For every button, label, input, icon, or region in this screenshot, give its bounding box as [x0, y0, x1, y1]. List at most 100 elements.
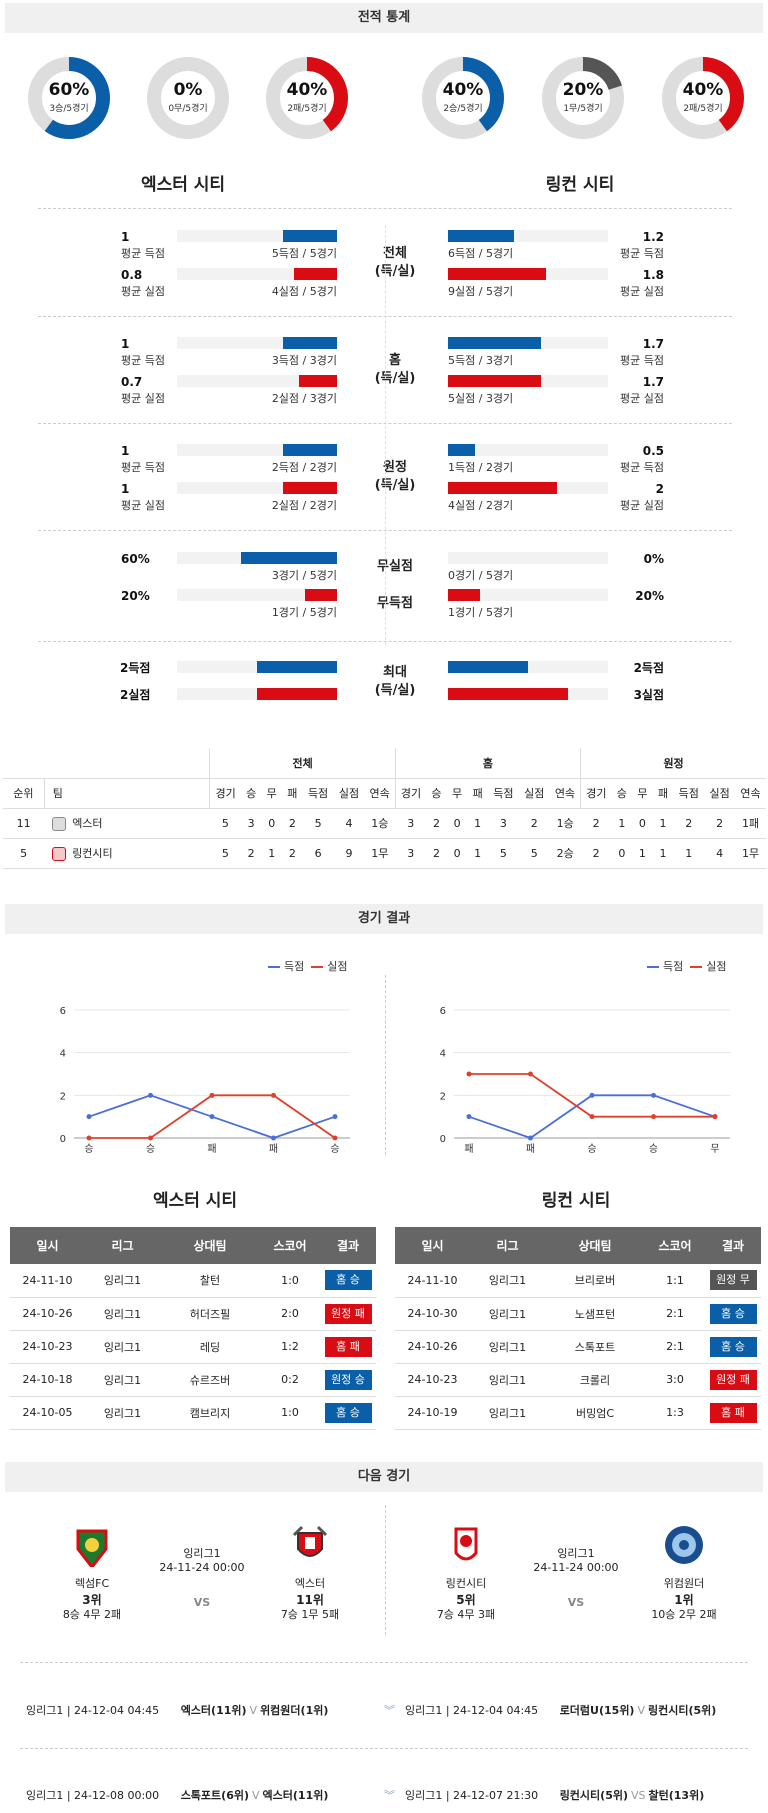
standings-value: 6 — [302, 838, 334, 869]
result-row: 24-10-26 잉리그1 스톡포트 2:1 홈 승 — [395, 1330, 761, 1364]
standings-value: 1승 — [549, 808, 581, 839]
result-date: 24-11-10 — [10, 1264, 85, 1298]
home-stat-bar — [283, 444, 337, 456]
conceded-point — [651, 1114, 656, 1120]
away-stat-detail: 9실점 / 5경기 — [448, 285, 514, 298]
results-section-title: 경기 결과 — [5, 904, 763, 934]
result-date: 24-10-05 — [10, 1396, 85, 1430]
stat-group-sublabel: (득/실) — [374, 478, 416, 493]
donut-arc — [422, 57, 504, 139]
next-team1-record: 7승 4무 3패 — [436, 1608, 496, 1621]
results-col-header: 리그 — [470, 1227, 545, 1264]
result-score: 2:1 — [645, 1330, 705, 1364]
standings-group-header: 홈 — [395, 748, 582, 779]
result-row: 24-10-05 잉리그1 캠브리지 1:0 홈 승 — [10, 1396, 376, 1430]
away-stat-label: 평균 실점 — [620, 499, 664, 512]
result-badge: 홈 승 — [709, 1336, 757, 1357]
standings-value: 1 — [467, 808, 488, 839]
home-donut-2: 40% 2패/5경기 — [265, 56, 349, 140]
away-max-score: 2득점 — [633, 661, 664, 675]
standings-value: 1무 — [735, 838, 766, 869]
standings-value: 2승 — [549, 838, 581, 869]
next-league: 잉리그1 — [557, 1547, 595, 1560]
home-stat-value: 1 — [121, 482, 130, 496]
away-results-chart: 6 4 2 0 패 패 승 승 무 — [440, 1006, 730, 1155]
upcoming-team-b: 찰턴(13위) — [648, 1789, 705, 1802]
donut-percent: 40% — [442, 80, 484, 100]
legend-scored-swatch — [647, 966, 659, 968]
result-score: 1:3 — [645, 1396, 705, 1430]
upcoming-match[interactable]: 잉리그1 | 24-12-08 00:00 스톡포트(6위) V 엑스터(11위) — [26, 1787, 328, 1803]
upcoming-match[interactable]: 잉리그1 | 24-12-04 04:45 로더럼U(15위) V 링컨시티(5위)… — [384, 1702, 716, 1718]
standings-col-header: 무 — [261, 778, 283, 809]
standings-col-header: 승 — [426, 778, 447, 809]
standings-row: 5 링컨시티 5 2 1 2 6 9 1무 3 2 0 1 5 5 2승 2 0 1 1 1 4 1무 — [3, 838, 766, 869]
standings-group-header: 전체 — [209, 748, 396, 779]
away-stat-value: 2 — [655, 482, 664, 496]
conceded-point — [86, 1135, 92, 1141]
upcoming-team-b: 엑스터(11위) — [262, 1789, 329, 1802]
team-name: 링컨시티 — [72, 847, 113, 860]
home-results-table: 일시 리그 상대팀 스코어 결과 24-11-10 잉리그1 찰턴 1:0 홈 승 24-10-26… — [10, 1227, 376, 1430]
result-date: 24-10-26 — [395, 1330, 470, 1364]
result-row: 24-10-30 잉리그1 노샘프턴 2:1 홈 승 — [395, 1297, 761, 1331]
scored-point — [466, 1114, 472, 1120]
home-stat-value: 0.8 — [121, 268, 143, 282]
legend-scored: 득점 — [663, 960, 684, 973]
home-stat-label: 평균 득점 — [121, 247, 165, 260]
donut-arc — [28, 57, 110, 139]
upcoming-match[interactable]: 잉리그1 | 24-12-07 21:30 링컨시티(5위) VS 찰턴(13위) ︾ — [384, 1787, 705, 1803]
away-stat-bar — [448, 337, 541, 349]
result-badge: 홈 승 — [324, 1402, 372, 1423]
home-team-name: 엑스터 시티 — [140, 175, 226, 195]
result-badge: 원정 승 — [324, 1369, 372, 1390]
scored-point — [148, 1092, 153, 1098]
scored-point — [271, 1135, 276, 1141]
scored-point — [209, 1114, 215, 1120]
away-results-table: 일시 리그 상대팀 스코어 결과 24-11-10 잉리그1 브리로버 1:1 원정 무 24-10… — [395, 1227, 761, 1430]
result-league: 잉리그1 — [85, 1396, 160, 1430]
standings-col-header: 득점 — [487, 778, 519, 809]
away-stat-value: 0.5 — [642, 444, 664, 458]
rate-label: 무실점 — [377, 559, 413, 574]
next-team2-record: 10승 2무 2패 — [651, 1608, 717, 1621]
home-stat-detail: 2득점 / 2경기 — [271, 461, 337, 474]
next-team2-name[interactable]: 위컴원더 — [663, 1577, 705, 1590]
legend-conceded-swatch — [690, 966, 703, 968]
next-team1-name[interactable]: 렉섬FC — [74, 1577, 110, 1590]
next-team1-name[interactable]: 링컨시티 — [445, 1577, 487, 1590]
home-stat-value: 1 — [121, 337, 130, 351]
x-tick-label: 승 — [330, 1143, 339, 1155]
conceded-point — [271, 1092, 276, 1098]
result-badge: 원정 패 — [324, 1303, 372, 1324]
donut-ring — [422, 57, 504, 139]
donut-track — [147, 57, 229, 139]
standings-value: 2 — [673, 808, 705, 839]
standings-value: 2 — [580, 808, 612, 839]
result-opponent: 스톡포트 — [545, 1330, 645, 1364]
home-max-concede: 2실점 — [120, 688, 151, 702]
results-col-header: 결과 — [705, 1227, 761, 1264]
home-stat-bar — [294, 268, 337, 280]
home-stat-bar — [283, 482, 337, 494]
result-row: 24-10-23 잉리그1 레딩 1:2 홈 패 — [10, 1330, 376, 1364]
conceded-point — [466, 1071, 472, 1077]
donut-subtext: 2패/5경기 — [287, 104, 327, 114]
home-rate-value: 60% — [121, 552, 150, 566]
upcoming-match[interactable]: 잉리그1 | 24-12-04 04:45 엑스터(11위) V 위컴원더(1위) — [26, 1702, 328, 1718]
next-team2-name[interactable]: 엑스터 — [294, 1577, 326, 1590]
standings-value: 3 — [395, 838, 427, 869]
donut-arc — [542, 57, 624, 139]
standings-col-header: 경기 — [395, 778, 427, 809]
x-tick-label: 무 — [710, 1144, 719, 1155]
results-col-header: 스코어 — [645, 1227, 705, 1264]
standings-value: 1승 — [364, 808, 396, 839]
team-cell[interactable]: 엑스터 — [44, 808, 210, 839]
lincoln-crest-icon — [52, 847, 67, 861]
upcoming-vs: V — [249, 1704, 258, 1717]
upcoming-team-a: 링컨시티(5위) — [559, 1789, 628, 1802]
away-rate-bar-track — [448, 552, 608, 564]
chevron-down-icon[interactable]: ︾ — [384, 1704, 395, 1717]
chevron-down-icon[interactable]: ︾ — [384, 1789, 395, 1802]
team-cell[interactable]: 링컨시티 — [44, 838, 210, 869]
